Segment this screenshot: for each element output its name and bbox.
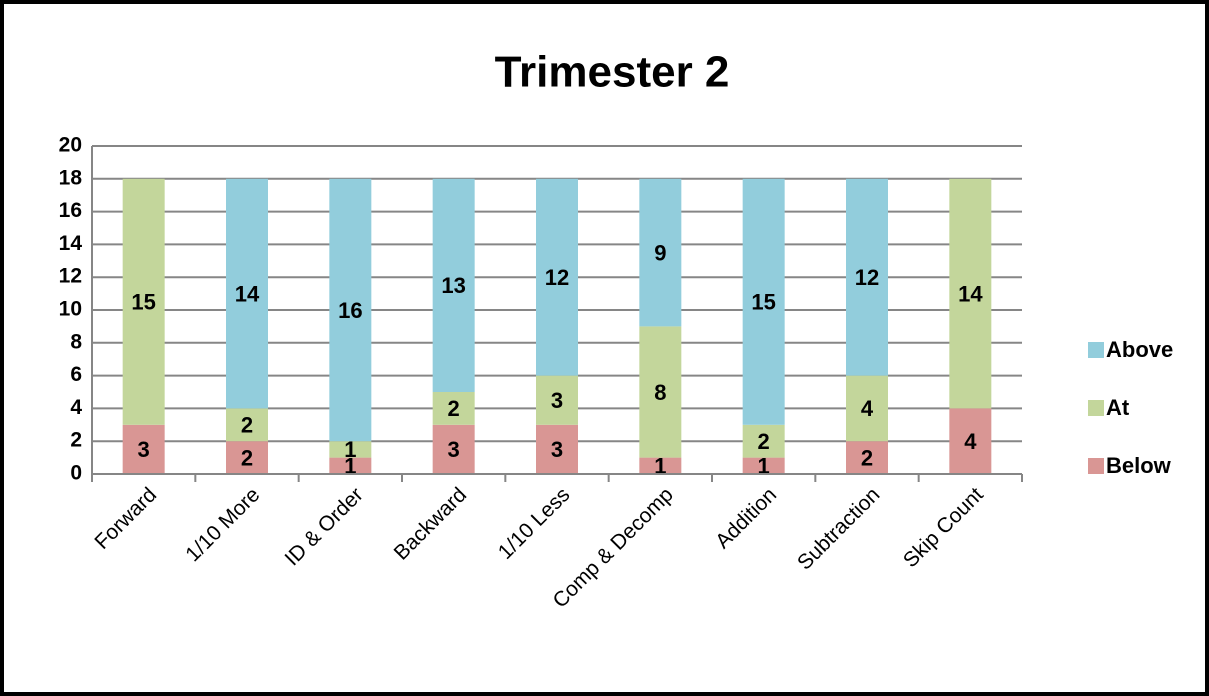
bar-segment: [536, 178, 578, 376]
bar-segment: [226, 408, 268, 442]
y-tick-label: 14: [59, 232, 83, 255]
legend-swatch: [1088, 458, 1104, 474]
y-tick-label: 8: [70, 330, 82, 353]
bar-segment: [742, 457, 785, 474]
y-tick-label: 18: [59, 166, 83, 189]
data-label: 2: [448, 396, 460, 421]
data-label: 9: [654, 240, 666, 265]
y-tick-label: 2: [70, 429, 82, 452]
bar-segment: [949, 408, 992, 474]
bar-segment: [639, 178, 682, 327]
data-label: 2: [241, 413, 253, 438]
data-label: 15: [751, 290, 775, 315]
legend-swatch: [1088, 342, 1104, 358]
data-label: 1: [654, 454, 666, 479]
y-tick-label: 20: [59, 134, 82, 157]
bar-segment: [329, 441, 372, 458]
bar-segment: [432, 178, 475, 392]
y-tick-label: 0: [70, 462, 82, 485]
bar-segment: [536, 375, 578, 425]
data-label: 14: [235, 281, 260, 306]
bar-segment: [846, 178, 888, 376]
bar-segment: [846, 375, 888, 442]
data-label: 8: [654, 380, 666, 405]
bar-segment: [226, 441, 268, 474]
y-tick-label: 4: [70, 396, 82, 419]
bar-segment: [122, 178, 165, 425]
data-label: 4: [964, 429, 977, 454]
data-label: 2: [241, 445, 253, 470]
bar-segment: [742, 424, 785, 458]
bar-segment: [846, 441, 888, 474]
data-label: 1: [758, 454, 770, 479]
y-tick-label: 6: [70, 363, 82, 386]
bar-segment: [329, 457, 372, 474]
y-tick-label: 16: [59, 199, 82, 222]
data-label: 2: [861, 445, 873, 470]
data-label: 1: [344, 454, 356, 479]
bar-segment: [432, 424, 475, 474]
legend-label: Below: [1106, 453, 1172, 478]
chart-title: Trimester 2: [495, 48, 730, 97]
data-label: 2: [758, 429, 770, 454]
data-label: 12: [545, 265, 569, 290]
data-label: 15: [131, 290, 155, 315]
bar-segment: [639, 326, 682, 458]
data-label: 3: [448, 437, 460, 462]
bar-segment: [742, 178, 785, 425]
bar-segment: [432, 392, 475, 425]
legend-swatch: [1088, 400, 1104, 416]
data-label: 3: [551, 437, 563, 462]
data-label: 14: [958, 281, 983, 306]
bar-segment: [226, 178, 268, 409]
legend-label: Above: [1106, 337, 1173, 362]
bar-segment: [639, 457, 682, 474]
data-label: 13: [441, 273, 465, 298]
y-tick-label: 12: [59, 265, 82, 288]
bar-segment: [536, 424, 578, 474]
data-label: 1: [344, 437, 356, 462]
y-tick-label: 10: [59, 298, 82, 321]
data-label: 16: [338, 298, 362, 323]
data-label: 4: [861, 396, 874, 421]
bar-segment: [949, 178, 992, 409]
bar-segment: [122, 424, 165, 474]
legend-label: At: [1106, 395, 1130, 420]
data-label: 3: [551, 388, 563, 413]
data-label: 12: [855, 265, 879, 290]
data-label: 3: [138, 437, 150, 462]
bar-segment: [329, 178, 372, 442]
